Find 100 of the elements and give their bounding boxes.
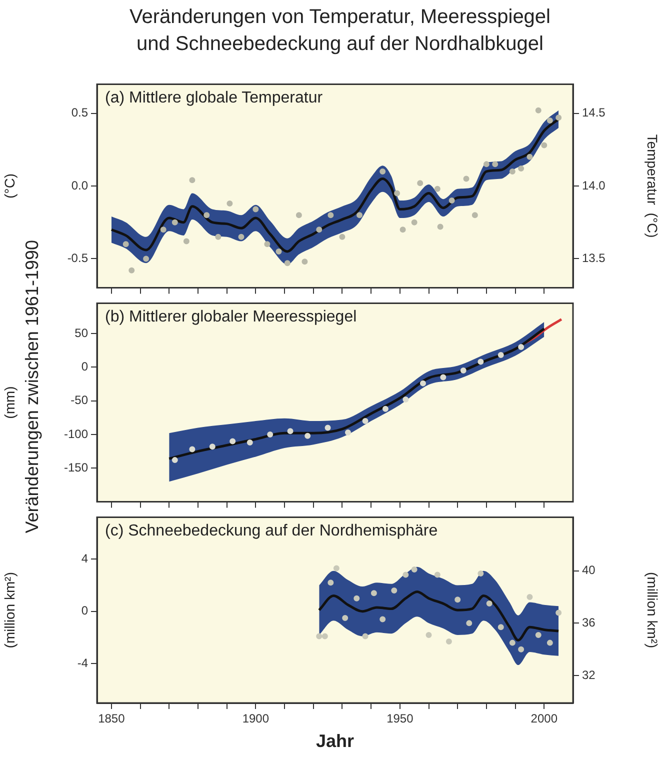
point [402, 572, 409, 578]
point [324, 424, 331, 431]
y-axis-title: (°C) [1, 173, 18, 199]
point [391, 587, 398, 594]
y2-tick-label: 13.5 [582, 251, 606, 266]
point [252, 206, 259, 212]
y-axis-title: (mm) [1, 386, 18, 419]
chart-subtitle: (b) Mittlerer globaler Meeresspiegel [105, 308, 357, 326]
point [304, 432, 311, 439]
point [160, 226, 166, 233]
point [466, 620, 472, 626]
point [370, 590, 377, 596]
point [526, 154, 533, 160]
point [434, 572, 440, 578]
point [362, 418, 368, 424]
point [328, 212, 334, 218]
point [339, 234, 346, 240]
point [437, 224, 444, 230]
point [486, 600, 492, 607]
point [411, 219, 418, 226]
point [122, 241, 129, 248]
y-tick-label: 50 [74, 326, 88, 340]
point [316, 226, 322, 233]
x-axis-title: Jahr [316, 731, 354, 752]
y2-tick-label: 14.5 [582, 106, 606, 120]
y2-tick-label: 36 [582, 615, 596, 630]
point [394, 190, 400, 196]
point [189, 446, 196, 452]
point [284, 260, 290, 266]
point [472, 212, 478, 218]
y2-tick-label: 14.0 [582, 178, 606, 192]
point [172, 219, 178, 226]
x-tick-label: 1850 [98, 712, 126, 726]
point [556, 114, 562, 121]
point [541, 142, 548, 148]
chart-subtitle: (c) Schneebedeckung auf der Nordhemisphäre [105, 522, 438, 540]
point [328, 580, 334, 586]
point [478, 358, 484, 365]
point [402, 396, 409, 402]
point [246, 440, 253, 446]
y-tick-label: -50 [70, 393, 88, 408]
point [322, 633, 328, 640]
line-series [168, 328, 546, 460]
point [518, 166, 524, 172]
point [518, 646, 524, 652]
x-tick-label: 1950 [386, 712, 414, 726]
text: Veränderungen zwischen 1961-1990 [22, 240, 43, 534]
y-axis-title: (million km²) [1, 572, 18, 648]
point [420, 380, 426, 386]
point [535, 632, 542, 638]
point [546, 640, 553, 646]
point [556, 610, 562, 616]
point [356, 212, 363, 218]
point [189, 177, 196, 184]
point [380, 616, 386, 622]
point [264, 241, 270, 248]
point [440, 374, 446, 380]
point [434, 186, 440, 192]
point [478, 570, 484, 576]
point [316, 633, 322, 640]
point [483, 161, 490, 168]
point [172, 457, 178, 464]
y-tick-label: -0.5 [67, 251, 88, 266]
y-tick-label: 0.5 [71, 106, 88, 120]
point [302, 258, 308, 265]
point [354, 595, 360, 602]
point [209, 444, 216, 450]
point [380, 168, 386, 174]
y-tick-label: 0 [81, 604, 88, 618]
y-tick-label: -150 [64, 460, 88, 474]
point [454, 596, 461, 603]
point [333, 565, 340, 572]
point [362, 633, 368, 640]
point [344, 429, 351, 436]
point [526, 594, 533, 600]
point [230, 438, 236, 444]
x-tick-label: 1900 [242, 712, 270, 726]
point [509, 168, 516, 174]
y-tick-label: 0.0 [71, 178, 88, 192]
point [463, 176, 470, 182]
point [518, 344, 524, 350]
y-tick-label: -100 [64, 426, 88, 441]
y-tick-label: 4 [81, 551, 88, 566]
point [296, 212, 302, 218]
point [400, 226, 406, 233]
point [446, 638, 452, 645]
point [382, 406, 388, 412]
y-tick-label: 0 [81, 359, 88, 374]
point [342, 614, 348, 621]
point [183, 238, 190, 244]
point [509, 640, 516, 646]
y2-axis-title: Temperatur (°C) [644, 134, 661, 238]
point [448, 198, 455, 204]
point [492, 161, 498, 168]
y2-tick-label: 32 [582, 668, 596, 682]
point [204, 212, 210, 218]
point [287, 428, 294, 434]
point [498, 352, 504, 358]
point [276, 248, 282, 254]
chart-subtitle: (a) Mittlere globale Temperatur [105, 90, 324, 107]
